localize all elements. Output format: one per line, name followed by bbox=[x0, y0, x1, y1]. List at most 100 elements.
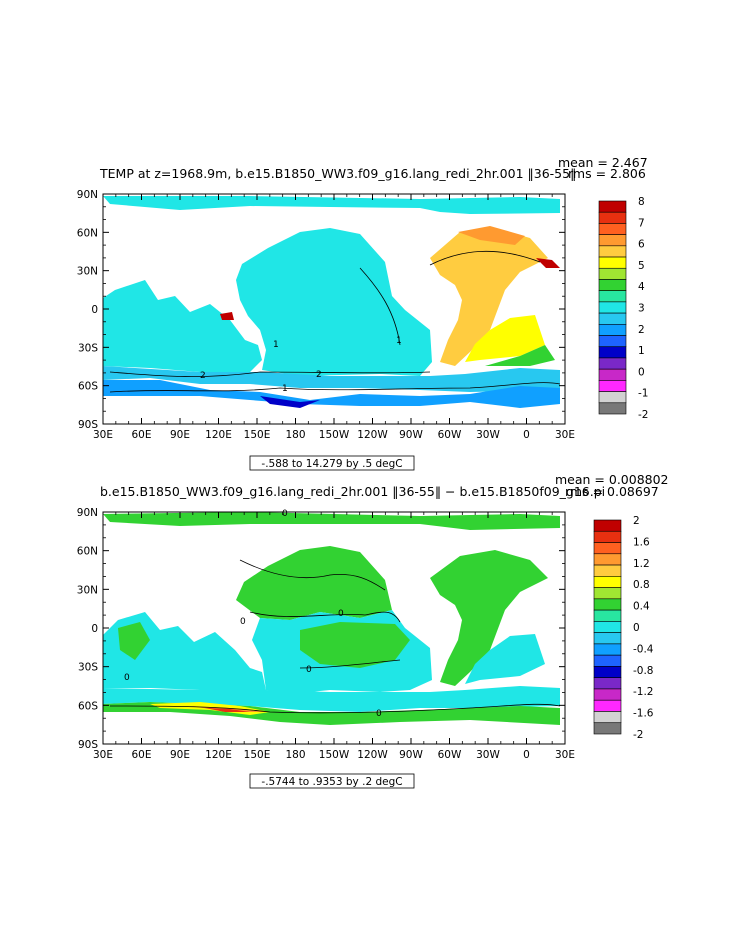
bottom-colorbar-swatch bbox=[593, 576, 622, 588]
bottom-arctic bbox=[103, 512, 560, 530]
bottom-colorbar-swatch bbox=[593, 699, 622, 712]
top-colorbar-swatch bbox=[598, 368, 627, 381]
top-x-tick-label: 60E bbox=[132, 429, 152, 441]
bottom-x-tick-label: 120W bbox=[357, 749, 388, 761]
bottom-colorbar-swatch bbox=[593, 677, 622, 690]
top-contour-label: 1 bbox=[396, 336, 402, 346]
bottom-contour-2 bbox=[299, 659, 401, 669]
bottom-contour-label: 0 bbox=[282, 509, 288, 519]
top-x-tick-label: 90W bbox=[399, 429, 423, 441]
bottom-north-pacific bbox=[236, 546, 392, 620]
bottom-colorbar-label: -0.4 bbox=[633, 643, 654, 655]
top-x-axis: 30E 60E 90E 120E 150E 180 150W 120W 90W 60W 30W 0 30… bbox=[93, 194, 575, 441]
bottom-rms: rms = 0.08697 bbox=[565, 484, 659, 499]
top-contour-label: 1 bbox=[282, 384, 288, 394]
top-colorbar-swatch bbox=[598, 223, 627, 235]
top-indian-ocean bbox=[103, 280, 262, 372]
top-x-tick-label: 120W bbox=[357, 429, 388, 441]
top-x-tick-label: 90E bbox=[170, 429, 190, 441]
top-colorbar-swatch bbox=[598, 290, 627, 303]
bottom-x-tick-label: 180 bbox=[285, 749, 305, 761]
top-colorbar-label: 8 bbox=[638, 196, 645, 208]
top-y-tick-label: 90S bbox=[78, 419, 98, 431]
top-colorbar-label: 6 bbox=[638, 239, 645, 251]
bottom-red-band bbox=[205, 708, 250, 712]
top-colorbar-label: 7 bbox=[638, 217, 645, 229]
top-colorbar-swatch bbox=[598, 211, 627, 224]
top-colorbar-swatch bbox=[598, 380, 627, 392]
top-y-tick-label: 30S bbox=[78, 342, 98, 354]
top-ross-sea bbox=[260, 396, 320, 408]
top-colorbar-label: 4 bbox=[638, 281, 645, 293]
bottom-x-tick-label: 120E bbox=[205, 749, 232, 761]
bottom-atlantic bbox=[430, 550, 548, 686]
top-colorbar-label: -1 bbox=[638, 388, 648, 400]
bottom-southern-ocean bbox=[103, 686, 560, 712]
top-rms: rms = 2.806 bbox=[568, 166, 646, 181]
top-colorbar-swatch bbox=[598, 267, 627, 280]
bottom-colorbar-swatch bbox=[593, 609, 622, 622]
bottom-indian-green bbox=[118, 622, 150, 660]
top-colorbar-label: -2 bbox=[638, 409, 648, 421]
bottom-colorbar-swatch bbox=[593, 632, 622, 645]
top-colorbar-label: 0 bbox=[638, 366, 645, 378]
top-x-tick-label: 150E bbox=[244, 429, 271, 441]
top-contour-4 bbox=[429, 250, 541, 266]
bottom-map-field bbox=[103, 512, 561, 725]
top-contour-label: 2 bbox=[316, 370, 322, 380]
top-contour-1 bbox=[109, 382, 561, 393]
top-title: TEMP at z=1968.9m, b.e15.B1850_WW3.f09_g… bbox=[99, 166, 576, 181]
bottom-y-tick-label: 0 bbox=[91, 623, 98, 635]
bottom-y-tick-label: 60S bbox=[78, 700, 98, 712]
bottom-colorbar-label: 0 bbox=[633, 622, 640, 634]
top-red-spot-2 bbox=[536, 258, 560, 268]
top-south-atlantic bbox=[465, 315, 545, 362]
bottom-colorbar-swatch bbox=[593, 666, 622, 678]
top-mean: mean = 2.467 bbox=[558, 155, 648, 170]
bottom-colorbar-label: 0.4 bbox=[633, 601, 650, 613]
bottom-mean: mean = 0.008802 bbox=[555, 472, 669, 487]
top-contour-label: 2 bbox=[200, 371, 206, 381]
bottom-x-tick-label: 150W bbox=[319, 749, 350, 761]
bottom-y-tick-label: 60N bbox=[77, 546, 98, 558]
top-colorbar-label: 3 bbox=[638, 303, 645, 315]
bottom-colorbar-swatch bbox=[593, 598, 622, 611]
bottom-colorbar-swatch bbox=[593, 711, 622, 724]
bottom-colorbar-swatch bbox=[593, 722, 622, 735]
top-colorbar-swatch bbox=[598, 200, 627, 213]
bottom-contour-4 bbox=[239, 559, 386, 591]
bottom-contour-label: 0 bbox=[376, 709, 382, 719]
bottom-x-tick-label: 150E bbox=[244, 749, 271, 761]
bottom-colorbar-label: -1.2 bbox=[633, 686, 654, 698]
bottom-colorbar-swatch bbox=[593, 542, 622, 555]
top-pacific-ocean bbox=[236, 228, 432, 376]
top-y-tick-label: 60N bbox=[77, 227, 98, 239]
top-y-axis: 90N 60N 30N 0 30S 60S 90S bbox=[77, 189, 565, 431]
top-range-box bbox=[249, 455, 415, 471]
bottom-colorbar-swatch bbox=[593, 553, 622, 566]
bottom-x-axis: 30E 60E 90E 120E 150E 180 150W 120W 90W 60W 30W 0 30… bbox=[93, 512, 575, 761]
bottom-x-tick-label: 30E bbox=[93, 749, 113, 761]
bottom-x-tick-label: 90W bbox=[399, 749, 423, 761]
top-y-tick-label: 60S bbox=[78, 381, 98, 393]
top-deep-south bbox=[103, 380, 560, 408]
top-contour-3 bbox=[359, 267, 401, 346]
top-colorbar-swatch bbox=[598, 234, 627, 247]
bottom-y-tick-label: 30S bbox=[78, 662, 98, 674]
bottom-x-tick-label: 90E bbox=[170, 749, 190, 761]
top-range-label: -.588 to 14.279 by .5 degC bbox=[261, 458, 402, 470]
bottom-colorbar-swatch bbox=[593, 643, 622, 656]
bottom-colorbar-swatch bbox=[593, 654, 622, 667]
bottom-y-tick-label: 90N bbox=[77, 507, 98, 519]
bottom-x-tick-label: 60E bbox=[132, 749, 152, 761]
top-red-spot-1 bbox=[220, 312, 234, 320]
bottom-contour-1 bbox=[249, 611, 401, 623]
top-colorbar-swatch bbox=[598, 301, 627, 314]
top-colorbar-label: 1 bbox=[638, 345, 645, 357]
top-colorbar: 8 7 6 5 4 3 2 1 0 -1 -2 bbox=[598, 196, 648, 421]
bottom-colorbar-swatch bbox=[593, 530, 622, 543]
top-colorbar-swatch bbox=[598, 324, 627, 336]
top-colorbar-swatch bbox=[598, 346, 627, 359]
top-x-tick-label: 180 bbox=[285, 429, 305, 441]
